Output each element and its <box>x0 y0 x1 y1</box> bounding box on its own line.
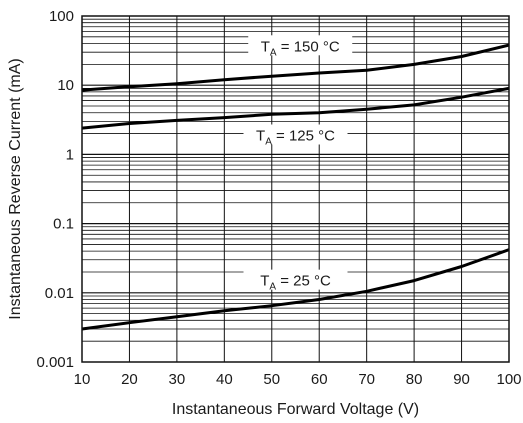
x-tick-label: 30 <box>169 371 186 388</box>
y-tick-label: 0.01 <box>45 285 74 302</box>
x-tick-label: 20 <box>121 371 138 388</box>
y-tick-label: 0.1 <box>53 216 74 233</box>
x-tick-label: 90 <box>453 371 470 388</box>
y-tick-label: 10 <box>57 77 74 94</box>
grid-lines <box>82 16 509 362</box>
y-tick-label: 0.001 <box>36 354 74 371</box>
x-tick-label: 10 <box>74 371 91 388</box>
y-tick-labels: 0.001 0.01 0.1 1 10 100 <box>36 8 74 371</box>
series-line <box>81 248 510 331</box>
series-label: TA = 125 °C <box>256 128 335 148</box>
x-axis-label: Instantaneous Forward Voltage (V) <box>172 401 419 418</box>
x-tick-label: 80 <box>406 371 423 388</box>
x-tick-label: 60 <box>311 371 328 388</box>
series-label: TA = 25 °C <box>260 273 331 293</box>
plot-frame <box>81 15 510 363</box>
x-tick-label: 50 <box>263 371 280 388</box>
series-labels: TA = 150 °C TA = 125 °C TA = 25 °C <box>243 35 353 293</box>
series-line <box>81 43 510 92</box>
y-axis-label: Instantaneous Reverse Current (mA) <box>7 58 24 319</box>
y-tick-label: 100 <box>49 8 74 25</box>
x-tick-labels: 10 20 30 40 50 60 70 80 90 100 <box>74 371 522 388</box>
x-tick-label: 40 <box>216 371 233 388</box>
series-line <box>81 86 510 130</box>
x-tick-label: 70 <box>358 371 375 388</box>
y-tick-label: 1 <box>66 146 74 163</box>
series-lines <box>81 43 510 331</box>
series-label-background <box>243 269 348 290</box>
x-tick-label: 100 <box>496 371 521 388</box>
series-label-background <box>248 35 353 56</box>
series-label-background <box>243 124 348 145</box>
series-label: TA = 150 °C <box>261 38 340 58</box>
